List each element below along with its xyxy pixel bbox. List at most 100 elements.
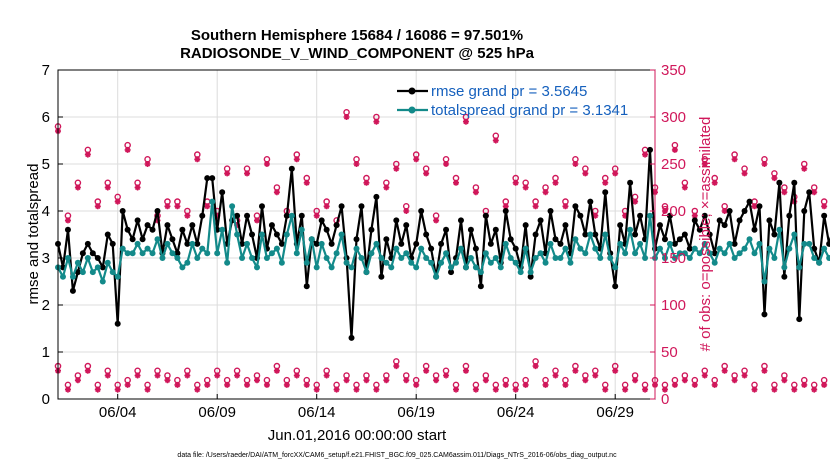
obs-low-assimilated-point (592, 372, 599, 379)
obs-assimilated-point (273, 189, 280, 196)
rmse-point (756, 203, 763, 210)
obs-low-assimilated-point (214, 372, 221, 379)
x-tick-label: 06/09 (198, 404, 236, 421)
rmse-point (617, 222, 624, 229)
rmse-point (398, 240, 405, 247)
spread-point (612, 264, 619, 271)
spread-point (457, 245, 464, 252)
x-tick-label: 06/19 (397, 404, 435, 421)
spread-point (174, 255, 181, 261)
rmse-point (428, 245, 435, 252)
rmse-point (323, 226, 330, 233)
y-tick-label: 0 (42, 391, 50, 408)
rmse-point (602, 189, 609, 196)
rmse-point (572, 203, 579, 210)
rmse-point (711, 250, 718, 257)
rmse-point (348, 334, 355, 341)
rmse-point (721, 222, 728, 229)
x-tick-label: 06/24 (497, 404, 535, 421)
obs-low-assimilated-point (671, 381, 678, 388)
obs-low-assimilated-point (532, 363, 539, 370)
obs-assimilated-point (761, 161, 768, 167)
rmse-point (244, 212, 251, 219)
rmse-point (547, 208, 554, 214)
spread-point (492, 255, 499, 261)
spread-point (462, 264, 469, 271)
spread-point (771, 255, 778, 261)
spread-point (59, 273, 66, 280)
obs-low-assimilated-point (761, 367, 768, 374)
spread-point (751, 250, 758, 257)
obs-assimilated-point (642, 151, 649, 158)
spread-point (99, 278, 106, 285)
rmse-point (557, 240, 564, 247)
obs-low-assimilated-point (522, 381, 529, 388)
spread-point (627, 226, 634, 233)
rmse-point (239, 240, 246, 247)
spread-point (522, 245, 529, 252)
rmse-point (691, 217, 698, 224)
rmse-point (736, 217, 743, 224)
obs-assimilated-point (433, 217, 440, 224)
rmse-point (184, 240, 191, 247)
rmse-point (666, 212, 673, 219)
spread-point (263, 255, 270, 261)
obs-assimilated-point (492, 137, 499, 144)
y-tick-label: 5 (42, 156, 50, 173)
rmse-point (114, 320, 121, 327)
rmse-point (587, 198, 594, 205)
y2-tick-label: 250 (661, 156, 686, 173)
obs-assimilated-point (542, 189, 549, 196)
rmse-point (249, 231, 256, 238)
rmse-point (154, 208, 161, 214)
spread-point (383, 259, 390, 266)
rmse-point (199, 212, 206, 219)
spread-point (358, 255, 365, 261)
rmse-point (701, 212, 708, 219)
obs-low-assimilated-point (502, 381, 509, 388)
rmse-point (776, 179, 783, 186)
obs-low-assimilated-point (273, 367, 280, 374)
rmse-point (283, 212, 290, 219)
obs-assimilated-point (453, 179, 459, 186)
spread-point (607, 255, 614, 261)
obs-assimilated-point (512, 179, 519, 186)
rmse-point (731, 240, 738, 247)
obs-assimilated-point (363, 179, 370, 186)
rmse-point (204, 175, 211, 182)
spread-point (288, 212, 295, 219)
spread-point (746, 236, 753, 243)
obs-assimilated-point (204, 203, 211, 210)
spread-point (801, 240, 808, 247)
spread-point (502, 240, 509, 247)
spread-point (592, 245, 599, 252)
obs-low-assimilated-point (134, 372, 141, 379)
spread-point (303, 259, 310, 266)
rmse-point (532, 231, 539, 238)
obs-assimilated-point (403, 208, 410, 214)
spread-point (477, 269, 484, 276)
obs-low-assimilated-point (323, 372, 330, 379)
obs-low-assimilated-point (353, 386, 360, 393)
obs-assimilated-point (721, 208, 728, 214)
rmse-point (507, 236, 514, 243)
spread-point (109, 269, 116, 276)
legend-rmse-label: rmse grand pr = 3.5645 (431, 83, 587, 100)
obs-low-assimilated-point (542, 381, 549, 388)
obs-assimilated-point (383, 184, 390, 191)
obs-assimilated-point (502, 203, 509, 210)
y-axis-left: 0 1 2 3 4 5 6 7 (42, 62, 63, 408)
spread-point (617, 240, 624, 247)
obs-assimilated-point (214, 212, 221, 219)
legend-spread-label: totalspread grand pr = 3.1341 (431, 102, 628, 119)
obs-assimilated-point (632, 198, 639, 205)
y-tick-label: 4 (42, 203, 50, 220)
spread-point (129, 250, 136, 257)
spread-point (323, 255, 330, 261)
rmse-point (741, 208, 748, 214)
obs-assimilated-point (174, 203, 181, 210)
spread-point (547, 240, 554, 247)
spread-point (587, 231, 594, 238)
rmse-point (219, 189, 226, 196)
spread-point (557, 255, 564, 261)
